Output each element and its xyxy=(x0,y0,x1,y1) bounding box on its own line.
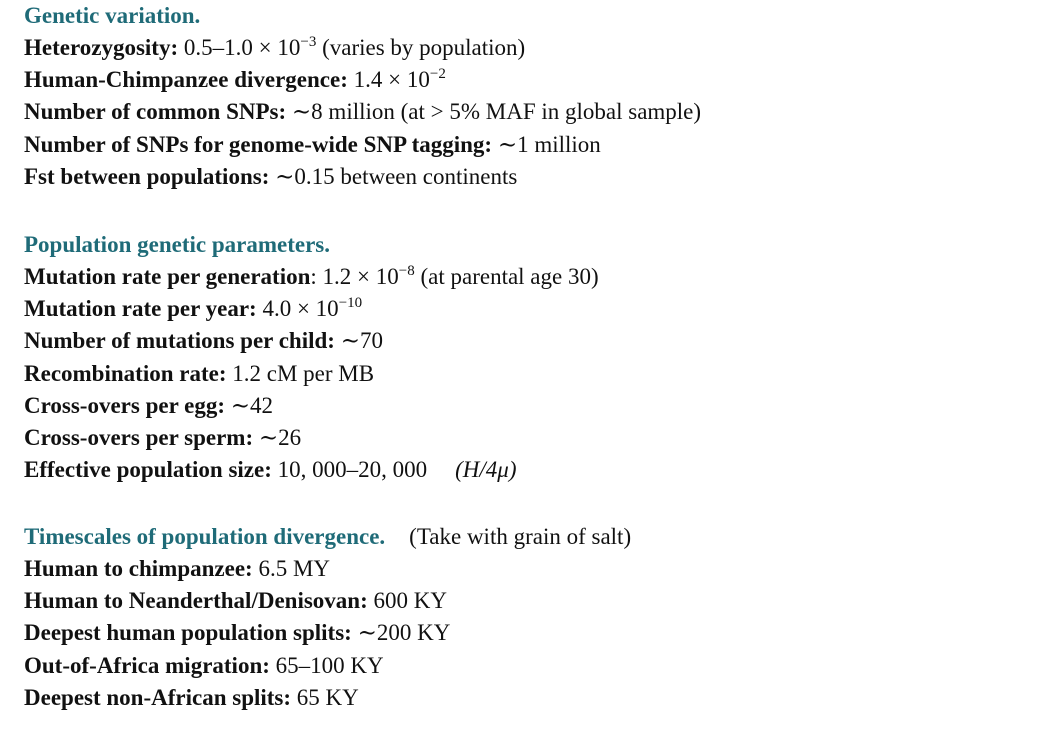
fact-value: ∼42 xyxy=(230,392,274,418)
fact-label: Mutation rate per year: xyxy=(24,296,263,322)
fact-value: : 1.2 × 10 xyxy=(310,264,399,289)
fact-formula: (H/4μ) xyxy=(455,457,517,483)
fact-row: Out-of-Africa migration: 65–100 KY xyxy=(24,650,631,682)
fact-row: Cross-overs per sperm: ∼26 xyxy=(24,422,599,454)
fact-label: Cross-overs per sperm: xyxy=(24,425,259,451)
fact-value: ∼70 xyxy=(340,328,383,354)
fact-exponent: −3 xyxy=(300,34,317,50)
fact-label: Deepest human population splits: xyxy=(24,620,358,646)
fact-value: ∼8 million (at > 5% MAF in global sample… xyxy=(291,99,702,125)
fact-value: 1.4 × 10 xyxy=(353,67,430,93)
fact-row: Mutation rate per year: 4.0 × 10−10 xyxy=(24,293,599,325)
section-title: Timescales of population divergence. (Tak… xyxy=(24,521,631,553)
fact-value: ∼1 million xyxy=(497,131,601,157)
fact-value: 1.2 cM per MB xyxy=(232,360,375,386)
fact-row: Number of mutations per child: ∼70 xyxy=(24,325,599,357)
fact-row: Fst between populations: ∼0.15 between c… xyxy=(24,161,701,193)
fact-note: (at parental age 30) xyxy=(414,264,599,289)
fact-row: Effective population size: 10, 000–20, 0… xyxy=(24,454,599,486)
fact-label: Number of SNPs for genome-wide SNP taggi… xyxy=(24,131,498,157)
fact-value: 10, 000–20, 000 xyxy=(277,457,428,483)
fact-row: Number of common SNPs: ∼8 million (at > … xyxy=(24,96,701,128)
fact-label: Number of common SNPs: xyxy=(24,99,292,125)
fact-label: Human-Chimpanzee divergence: xyxy=(24,67,354,93)
section-timescales: Timescales of population divergence. (Tak… xyxy=(24,521,631,714)
fact-row: Human to Neanderthal/Denisovan: 600 KY xyxy=(24,585,631,617)
section-title-text: Population genetic parameters. xyxy=(24,232,330,257)
fact-value: 6.5 MY xyxy=(258,556,331,581)
fact-row: Mutation rate per generation: 1.2 × 10−8… xyxy=(24,261,599,293)
fact-label: Number of mutations per child: xyxy=(24,328,341,354)
fact-label: Recombination rate: xyxy=(24,360,233,386)
fact-exponent: −8 xyxy=(398,263,415,279)
fact-value: 4.0 × 10 xyxy=(262,296,339,322)
section-title: Genetic variation. xyxy=(24,0,701,32)
fact-label: Cross-overs per egg: xyxy=(24,392,231,418)
fact-value: ∼0.15 between continents xyxy=(275,163,518,189)
section-title-text: Timescales of population divergence. xyxy=(24,524,386,549)
fact-label: Heterozygosity: xyxy=(24,35,184,60)
fact-value: 600 KY xyxy=(373,588,447,614)
fact-value: ∼26 xyxy=(258,425,302,451)
section-note: (Take with grain of salt) xyxy=(409,524,632,549)
fact-row: Cross-overs per egg: ∼42 xyxy=(24,390,599,422)
fact-label: Human to Neanderthal/Denisovan: xyxy=(24,588,374,614)
fact-row: Recombination rate: 1.2 cM per MB xyxy=(24,358,599,390)
fact-value: 65 KY xyxy=(296,684,359,710)
fact-value: 65–100 KY xyxy=(275,652,384,678)
section-genetic-variation: Genetic variation. Heterozygosity: 0.5–1… xyxy=(24,0,701,193)
fact-exponent: −2 xyxy=(429,66,446,83)
fact-row: Human-Chimpanzee divergence: 1.4 × 10−2 xyxy=(24,64,701,96)
section-title-text: Genetic variation. xyxy=(24,3,201,28)
fact-label: Human to chimpanzee: xyxy=(24,556,259,581)
section-population-parameters: Population genetic parameters. Mutation … xyxy=(24,229,599,486)
fact-exponent: −10 xyxy=(338,295,363,312)
fact-label: Effective population size: xyxy=(24,457,278,483)
fact-row: Heterozygosity: 0.5–1.0 × 10−3 (varies b… xyxy=(24,32,701,64)
section-title: Population genetic parameters. xyxy=(24,229,599,261)
fact-note: (varies by population) xyxy=(316,35,526,60)
fact-label: Fst between populations: xyxy=(24,163,276,189)
fact-row: Human to chimpanzee: 6.5 MY xyxy=(24,553,631,585)
fact-label: Deepest non-African splits: xyxy=(24,684,297,710)
fact-row: Deepest human population splits: ∼200 KY xyxy=(24,617,631,649)
fact-label: Mutation rate per generation xyxy=(24,264,311,289)
fact-row: Deepest non-African splits: 65 KY xyxy=(24,682,631,714)
fact-value: 0.5–1.0 × 10 xyxy=(183,35,301,60)
fact-label: Out-of-Africa migration: xyxy=(24,652,276,678)
fact-value: ∼200 KY xyxy=(357,620,451,646)
fact-row: Number of SNPs for genome-wide SNP taggi… xyxy=(24,129,701,161)
